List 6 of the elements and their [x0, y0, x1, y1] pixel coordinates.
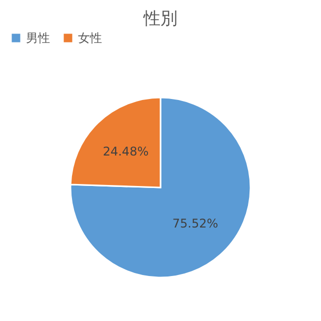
chart-title: 性別	[142, 9, 178, 29]
legend-label: 女性	[78, 31, 102, 45]
pie-slice	[70, 96, 252, 278]
legend-label: 男性	[26, 31, 50, 45]
data-label: 75.52%	[172, 216, 218, 230]
data-label: 24.48%	[102, 144, 149, 159]
